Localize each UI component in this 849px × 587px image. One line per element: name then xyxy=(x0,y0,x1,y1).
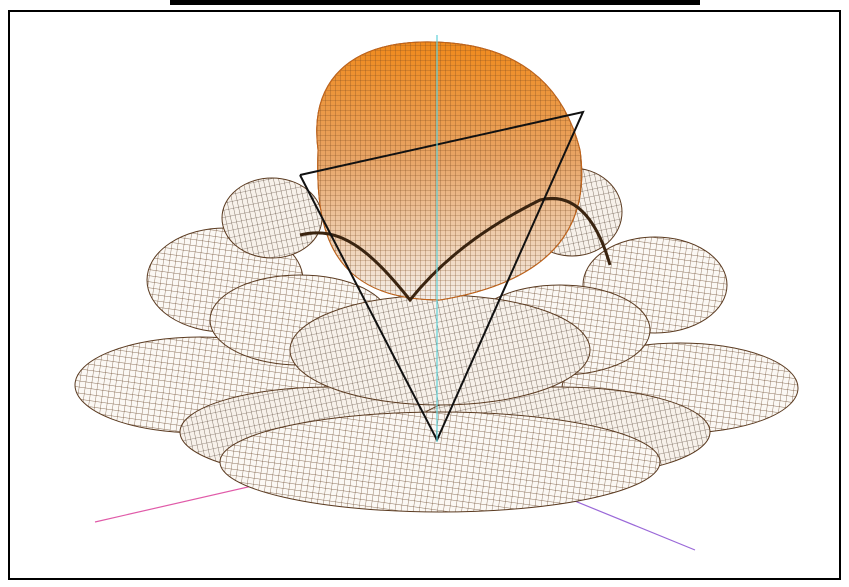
viewport-frame xyxy=(8,10,841,580)
petal xyxy=(219,411,661,513)
title-bar xyxy=(170,0,700,5)
petal xyxy=(289,294,591,406)
frame-triangle xyxy=(299,110,585,443)
dome-mesh xyxy=(316,41,583,301)
petal-rim xyxy=(299,197,612,303)
surface xyxy=(74,41,799,513)
